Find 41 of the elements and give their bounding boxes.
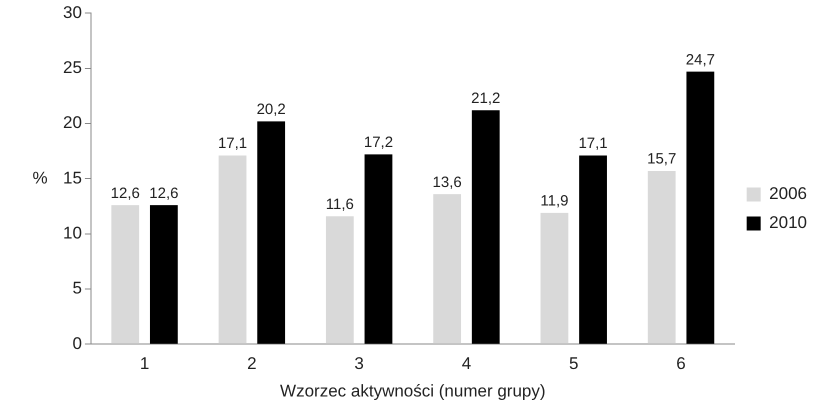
bar — [218, 156, 246, 344]
data-label: 17,1 — [218, 135, 248, 152]
y-tick-label: 15 — [62, 168, 82, 188]
legend-label: 2006 — [769, 184, 808, 204]
bar — [540, 212, 568, 344]
data-label: 12,6 — [149, 184, 178, 202]
x-tick-label: 4 — [462, 354, 472, 374]
data-label: 24,7 — [686, 51, 715, 68]
data-label: 12,6 — [110, 184, 140, 202]
bar — [472, 110, 500, 344]
bar — [433, 194, 462, 344]
data-label: 20,2 — [256, 100, 286, 118]
bar — [648, 170, 676, 344]
y-tick-label: 0 — [72, 334, 82, 353]
data-label: 21,2 — [471, 90, 500, 107]
bar — [686, 72, 714, 344]
data-label: 17,2 — [364, 134, 394, 152]
data-label: 11,9 — [540, 192, 568, 210]
y-tick-label: 5 — [72, 278, 82, 298]
bar — [579, 156, 607, 344]
data-label: 11,6 — [326, 196, 354, 213]
x-tick-label: 1 — [140, 354, 150, 374]
bar — [111, 205, 140, 344]
x-axis-title: Wzorzec aktywności (numer grupy) — [280, 381, 546, 400]
bar — [257, 121, 286, 344]
x-tick-label: 2 — [247, 354, 257, 374]
data-label: 17,1 — [578, 135, 608, 152]
y-tick-label: 10 — [62, 224, 82, 243]
y-tick-label: 30 — [62, 2, 82, 22]
legend-label: 2010 — [769, 213, 808, 232]
bar — [150, 205, 178, 344]
x-tick-label: 5 — [569, 354, 578, 374]
bar — [326, 216, 354, 344]
bar — [364, 154, 392, 344]
x-tick-label: 6 — [676, 354, 686, 374]
x-tick-label: 3 — [354, 354, 364, 374]
data-label: 15,7 — [647, 150, 676, 168]
y-tick-label: 25 — [62, 58, 82, 78]
data-label: 13,6 — [432, 174, 462, 191]
y-axis-title: % — [32, 168, 48, 188]
y-tick-label: 20 — [62, 113, 82, 132]
